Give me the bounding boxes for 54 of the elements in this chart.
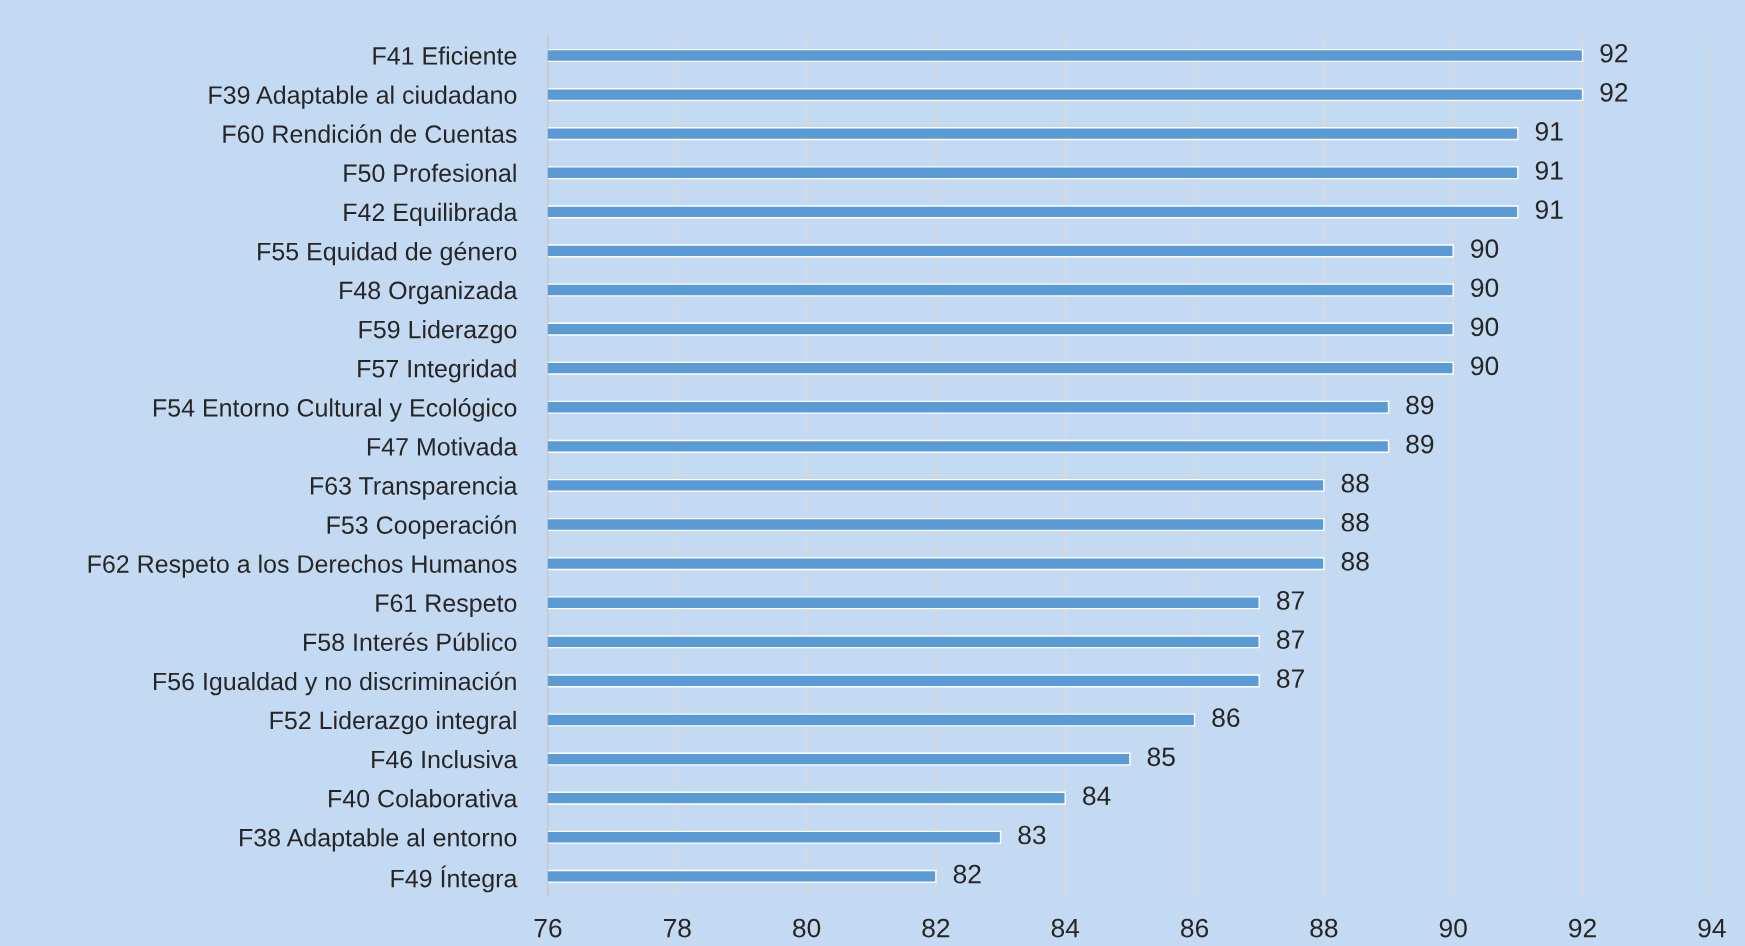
x-tick-label: 80 (793, 918, 821, 938)
data-label: 92 (1600, 43, 1628, 63)
x-tick-label: 90 (1439, 918, 1467, 938)
data-label: 85 (1147, 747, 1175, 767)
y-tick-label: F59 Liderazgo (359, 320, 517, 344)
x-tick-label: 88 (1310, 918, 1338, 938)
y-tick-label: F62 Respeto a los Derechos Humanos (88, 554, 517, 578)
data-label: 87 (1277, 630, 1304, 649)
y-tick-label: F53 Cooperación (327, 515, 516, 539)
y-tick-label: F42 Equilibrada (344, 202, 518, 227)
data-label: 89 (1406, 395, 1434, 415)
data-label: 89 (1406, 434, 1434, 454)
y-tick-label: F52 Liderazgo integral (270, 710, 516, 735)
x-tick-label: 94 (1698, 918, 1726, 938)
data-label: 90 (1471, 278, 1499, 298)
y-tick-label: F61 Respeto (376, 594, 517, 617)
data-label: 84 (1083, 786, 1111, 806)
data-label: 90 (1471, 317, 1499, 337)
y-tick-label: F57 Integridad (358, 359, 516, 383)
data-label: 88 (1341, 473, 1369, 493)
data-label: 91 (1535, 200, 1563, 219)
x-tick-label: 84 (1051, 918, 1080, 938)
y-tick-label: F46 Inclusiva (372, 750, 518, 769)
data-label: 86 (1212, 708, 1240, 728)
y-tick-label: F47 Motivada (367, 437, 518, 456)
y-tick-label: F58 Interés Público (304, 632, 517, 652)
y-tick-label: F63 Transparencia (310, 476, 518, 500)
data-label: 88 (1341, 512, 1369, 532)
y-tick-label: F55 Equidad de género (258, 241, 517, 266)
x-tick-label: 92 (1569, 918, 1596, 938)
y-tick-label: F54 Entorno Cultural y Ecológico (153, 398, 517, 422)
data-label: 87 (1277, 669, 1304, 688)
y-tick-label: F56 Igualdad y no discriminación (153, 671, 516, 696)
x-tick-label: 82 (922, 918, 950, 938)
y-tick-label: F48 Organizada (340, 280, 518, 305)
data-label: 90 (1471, 239, 1499, 259)
y-tick-label: F60 Rendición de Cuentas (223, 124, 517, 143)
data-label: 90 (1471, 356, 1499, 376)
y-tick-label: F49 Íntegra (391, 865, 518, 893)
data-label: 87 (1277, 591, 1304, 610)
y-tick-label: F38 Adaptable al entorno (240, 828, 517, 852)
data-label: 83 (1018, 825, 1046, 845)
data-label: 88 (1341, 552, 1369, 571)
y-tick-label: F40 Colaborativa (329, 789, 518, 808)
x-tick-label: 86 (1181, 918, 1209, 938)
data-label: 91 (1535, 161, 1563, 180)
data-label: 82 (953, 864, 981, 884)
data-label: 92 (1600, 82, 1628, 102)
x-tick-label: 78 (663, 918, 691, 938)
y-tick-label: F41 Eficiente (373, 46, 517, 65)
data-label: 91 (1535, 122, 1563, 141)
y-tick-label: F39 Adaptable al ciudadano (209, 85, 517, 109)
y-tick-label: F50 Profesional (344, 163, 516, 183)
x-tick-label: 76 (534, 918, 562, 938)
